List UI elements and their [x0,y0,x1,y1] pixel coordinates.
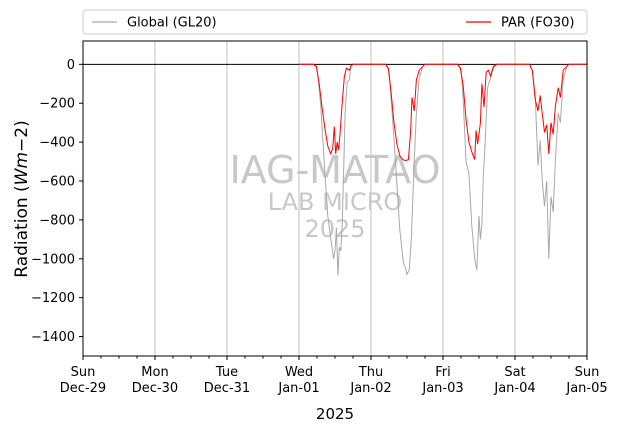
x-axis: SunDec-29MonDec-30TueDec-31WedJan-01ThuJ… [60,356,608,396]
y-tick-label: −400 [39,136,75,151]
x-tick-label-date: Jan-04 [493,381,535,396]
series-line-par [299,63,587,162]
x-tick-label-day: Sun [71,365,96,380]
y-axis-title-unit: Wm [12,152,32,185]
y-tick-label: −1400 [31,330,75,345]
x-tick-label-day: Sat [504,365,525,380]
y-tick-label: −1000 [31,252,75,267]
x-tick-label-day: Fri [435,365,451,380]
x-tick-label-date: Jan-01 [277,381,319,396]
vertical-grid [154,41,516,356]
watermark-line2: LAB MICRO [268,188,403,216]
x-tick-label-date: Dec-30 [132,381,178,396]
y-tick-label: −800 [39,213,75,228]
watermark: IAG-MATAO LAB MICRO 2025 [229,148,440,243]
x-tick-label-date: Dec-31 [204,381,250,396]
y-axis-title-main: Radiation ( [12,185,32,277]
y-tick-label: −600 [39,175,75,190]
x-tick-label-date: Jan-03 [421,381,463,396]
legend-frame [82,9,588,35]
x-tick-label-day: Wed [285,365,313,380]
x-tick-label-date: Jan-02 [349,381,391,396]
y-tick-label: −1200 [31,291,75,306]
y-axis: 0 −200 −400 −600 −800 −1000 −1200 −1400 [31,58,83,345]
x-tick-label-date: Dec-29 [60,381,106,396]
y-tick-label: −200 [39,97,75,112]
x-tick-label-day: Mon [141,365,168,380]
x-tick-label-day: Thu [358,365,383,380]
legend-label-global: Global (GL20) [127,16,217,31]
y-tick-label: 0 [67,58,75,73]
legend: Global (GL20) PAR (FO30) [82,9,588,35]
watermark-line1: IAG-MATAO [229,148,440,192]
watermark-line3: 2025 [304,215,365,243]
legend-label-par: PAR (FO30) [501,16,574,31]
y-axis-title-exponent: −2) [12,120,32,152]
x-axis-title: 2025 [316,405,354,423]
x-tick-label-day: Tue [215,365,238,380]
x-tick-label-date: Jan-05 [565,381,607,396]
y-axis-title: Radiation (Wm−2) [12,120,32,277]
x-tick-label-day: Sun [575,365,600,380]
